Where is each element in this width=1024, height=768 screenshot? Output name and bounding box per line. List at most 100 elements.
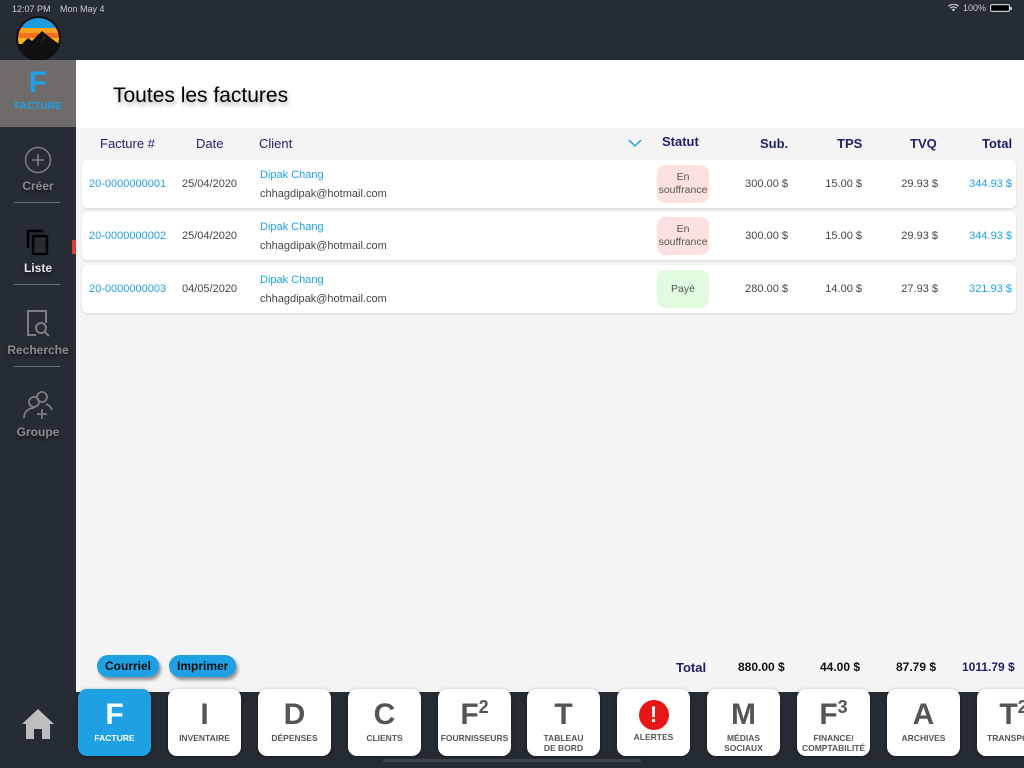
tps: 15.00 $ [825, 230, 862, 242]
tab-label: FOURNISSEURS [440, 733, 509, 743]
tab-tableau-de-bord[interactable]: T TABLEAU DE BORD [527, 689, 600, 756]
tab-fournisseurs[interactable]: F2 FOURNISSEURS [438, 689, 511, 756]
status-badge: En souffrance [657, 165, 709, 203]
tab-label: FINANCE/ COMPTABILITÉ [801, 733, 866, 754]
tab-label: FACTURE [94, 733, 135, 743]
invoice-number-link[interactable]: 20-0000000003 [89, 283, 167, 295]
tab-alertes[interactable]: ! ALERTES [617, 689, 690, 756]
tab-depenses[interactable]: D DÉPENSES [258, 689, 331, 756]
status-badge: En souffrance [657, 217, 709, 255]
tab-letter: C [373, 698, 396, 731]
client-name-link[interactable]: Dipak Chang [260, 221, 324, 233]
sidebar-module-facture[interactable]: F FACTURE [0, 60, 76, 127]
col-sub[interactable]: Sub. [760, 136, 789, 151]
col-date[interactable]: Date [196, 136, 224, 151]
client-email: chhagdipak@hotmail.com [260, 240, 387, 252]
col-total[interactable]: Total [982, 136, 1013, 151]
plus-circle-icon [24, 146, 52, 174]
tab-archives[interactable]: A ARCHIVES [887, 689, 960, 756]
client-name-link[interactable]: Dipak Chang [260, 274, 324, 286]
sidebar-item-groupe[interactable]: Groupe [0, 390, 76, 439]
sidebar-divider [14, 202, 60, 203]
col-invoice[interactable]: Facture # [100, 136, 155, 151]
status-date: Mon May 4 [60, 4, 105, 14]
sidebar-divider [14, 366, 60, 367]
col-status[interactable]: Statut [662, 134, 699, 149]
total-link[interactable]: 321.93 $ [969, 283, 1012, 295]
tab-transport[interactable]: T2 TRANSPORT [977, 689, 1024, 756]
sidebar-indicator [72, 240, 76, 254]
sidebar-item-liste[interactable]: Liste [0, 228, 76, 275]
totals-label: Total [676, 660, 707, 675]
sidebar-item-recherche[interactable]: Recherche [0, 308, 76, 357]
tab-medias-sociaux[interactable]: M MÉDIAS SOCIAUX [707, 689, 780, 756]
tab-finance-comptabilite[interactable]: F3 FINANCE/ COMPTABILITÉ [797, 689, 870, 756]
home-icon [22, 709, 54, 739]
subtotal: 280.00 $ [745, 283, 788, 295]
home-indicator[interactable] [383, 759, 641, 762]
tab-inventaire[interactable]: I INVENTAIRE [168, 689, 241, 756]
col-client[interactable]: Client [259, 136, 293, 151]
tab-letter: T [554, 698, 573, 731]
sidebar-item-label: Liste [23, 261, 52, 275]
tab-clients[interactable]: C CLIENTS [348, 689, 421, 756]
tab-letter: A [912, 698, 935, 731]
totals-tvq: 87.79 $ [896, 660, 937, 674]
tab-facture[interactable]: F FACTURE [78, 689, 151, 756]
tab-letter: D [283, 698, 306, 731]
status-time: 12:07 PM [12, 4, 51, 14]
tab-label: MÉDIAS SOCIAUX [724, 733, 763, 754]
total-link[interactable]: 344.93 $ [969, 230, 1012, 242]
tab-letter: F3 [819, 697, 848, 731]
totals-total: 1011.79 $ [962, 660, 1015, 674]
tab-letter: I [200, 698, 209, 731]
tps: 14.00 $ [825, 283, 862, 295]
table-row[interactable]: 20-0000000001 25/04/2020 Dipak Chang chh… [82, 160, 1016, 208]
table-row[interactable]: 20-0000000003 04/05/2020 Dipak Chang chh… [82, 265, 1016, 313]
subtotal: 300.00 $ [745, 178, 788, 190]
print-button[interactable]: Imprimer [169, 655, 237, 677]
invoice-number-link[interactable]: 20-0000000002 [89, 230, 167, 242]
sidebar-item-label: Recherche [7, 343, 69, 357]
main-content: Toutes les factures Facture # Date Clien… [76, 60, 1024, 692]
tab-label: ARCHIVES [901, 733, 946, 743]
sidebar-item-creer[interactable]: Créer [0, 146, 76, 193]
email-button[interactable]: Courriel [97, 655, 160, 677]
tab-label: TABLEAU DE BORD [543, 733, 584, 754]
sidebar-divider [14, 284, 60, 285]
tvq: 29.93 $ [901, 178, 938, 190]
sidebar: F FACTURE Créer Liste Recherche Groupe [0, 60, 76, 768]
group-add-icon [23, 391, 53, 419]
chevron-down-icon[interactable] [628, 138, 642, 148]
table-header: Facture # Date Client Statut Sub. TPS TV… [76, 128, 1024, 158]
invoice-date: 04/05/2020 [182, 283, 238, 295]
col-tps[interactable]: TPS [837, 136, 863, 151]
wifi-icon [947, 4, 959, 12]
tab-letter: F2 [460, 697, 489, 731]
tab-letter: T2 [999, 697, 1024, 731]
sidebar-module-letter: F [28, 66, 48, 99]
client-email: chhagdipak@hotmail.com [260, 293, 387, 305]
app-logo[interactable] [16, 16, 61, 61]
page-title: Toutes les factures [113, 84, 289, 107]
tab-label: DÉPENSES [271, 733, 318, 743]
table-row[interactable]: 20-0000000002 25/04/2020 Dipak Chang chh… [82, 212, 1016, 260]
status-bar: 12:07 PM Mon May 4 100% [0, 0, 1024, 16]
alert-icon: ! [638, 700, 669, 730]
client-name-link[interactable]: Dipak Chang [260, 169, 324, 181]
mountain-sunset-logo-icon [18, 18, 59, 59]
home-button[interactable] [20, 706, 56, 742]
invoice-date: 25/04/2020 [182, 178, 238, 190]
subtotal: 300.00 $ [745, 230, 788, 242]
col-tvq[interactable]: TVQ [910, 136, 937, 151]
tvq: 27.93 $ [901, 283, 938, 295]
sidebar-module-label: FACTURE [14, 101, 62, 112]
tab-label: ALERTES [633, 732, 674, 742]
tab-letter: F [105, 698, 124, 731]
total-link[interactable]: 344.93 $ [969, 178, 1012, 190]
copy-list-icon [26, 229, 49, 256]
invoice-number-link[interactable]: 20-0000000001 [89, 178, 167, 190]
tab-label: TRANSPORT [987, 733, 1024, 743]
status-badge: Payé [657, 270, 709, 308]
tps: 15.00 $ [825, 178, 862, 190]
